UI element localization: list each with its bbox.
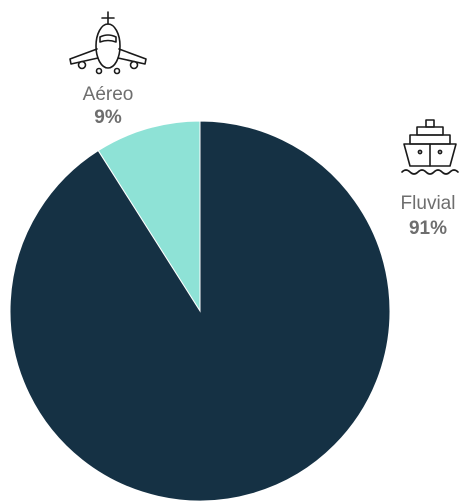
airplane-icon bbox=[69, 11, 147, 75]
slice-label-aereo: Aéreo bbox=[82, 84, 134, 105]
pie-slice-aereo bbox=[97, 120, 201, 313]
slice-value-fluvial: 91% bbox=[408, 218, 448, 239]
pie-slices bbox=[9, 120, 391, 501]
slice-value-aereo: 9% bbox=[94, 107, 122, 128]
pie-slice-fluvial bbox=[9, 120, 391, 501]
slice-label-fluvial: Fluvial bbox=[400, 193, 456, 214]
ship-icon bbox=[401, 119, 459, 175]
